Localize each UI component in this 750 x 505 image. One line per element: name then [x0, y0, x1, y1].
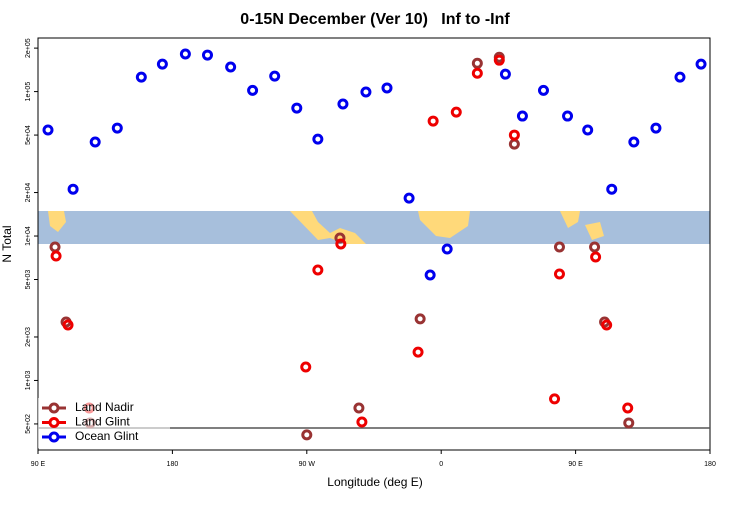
point [247, 84, 259, 96]
point [67, 183, 79, 195]
point [403, 192, 415, 204]
point [49, 241, 61, 253]
point [225, 61, 237, 73]
x-tick-label: 180 [704, 461, 716, 468]
point [549, 393, 561, 405]
marks [42, 48, 707, 441]
point [537, 84, 549, 96]
point [516, 110, 528, 122]
point [650, 122, 662, 134]
point [300, 361, 312, 373]
y-tick-label: 1e+03 [25, 371, 32, 391]
point [201, 49, 213, 61]
point [493, 54, 505, 66]
map-strip [38, 211, 710, 244]
point [42, 124, 54, 136]
x-tick-label: 180 [167, 461, 179, 468]
point [623, 417, 635, 429]
point [360, 86, 372, 98]
x-tick-label: 0 [439, 461, 443, 468]
legend-label: Ocean Glint [75, 429, 139, 443]
point [156, 58, 168, 70]
chart-title: 0-15N December (Ver 10) Inf to -Inf [240, 11, 510, 28]
point [135, 71, 147, 83]
y-tick-label: 1e+04 [25, 226, 32, 246]
x-tick-label: 90 W [299, 461, 316, 468]
point [450, 106, 462, 118]
point [589, 241, 601, 253]
point [334, 232, 346, 244]
legend-marker [48, 431, 60, 443]
legend-label: Land Nadir [75, 400, 134, 414]
point [50, 250, 62, 262]
x-tick-label: 90 E [568, 461, 583, 468]
point [695, 58, 707, 70]
y-axis-label: N Total [0, 225, 14, 262]
point [601, 319, 613, 331]
plot-frame [37, 37, 711, 451]
point [427, 115, 439, 127]
point [622, 402, 634, 414]
legend-marker [48, 402, 60, 414]
point [62, 319, 74, 331]
point [269, 70, 281, 82]
point [582, 124, 594, 136]
point [628, 136, 640, 148]
x-axis-label: Longitude (deg E) [327, 475, 422, 489]
point [312, 264, 324, 276]
point [381, 82, 393, 94]
point [471, 67, 483, 79]
point [424, 269, 436, 281]
y-tick-label: 2e+05 [25, 38, 32, 58]
point [508, 129, 520, 141]
legend-marker [48, 417, 60, 428]
point [356, 416, 368, 428]
point [606, 183, 618, 195]
x-tick-label: 90 E [31, 461, 46, 468]
point [337, 98, 349, 110]
y-tick-label: 2e+04 [25, 183, 32, 203]
point [553, 268, 565, 280]
point [414, 313, 426, 325]
point [353, 402, 365, 414]
point [674, 71, 686, 83]
point [291, 102, 303, 114]
point [89, 136, 101, 148]
legend-label: Land Glint [75, 415, 130, 429]
y-tick-label: 5e+02 [25, 414, 32, 434]
point [179, 48, 191, 60]
y-tick-label: 1e+05 [25, 82, 32, 102]
point [471, 57, 483, 69]
y-tick-label: 5e+04 [25, 125, 32, 145]
y-tick-label: 5e+03 [25, 270, 32, 290]
point [312, 133, 324, 145]
point [553, 241, 565, 253]
point [508, 138, 520, 150]
y-tick-label: 2e+03 [25, 327, 32, 347]
point [301, 429, 313, 441]
point [590, 251, 602, 263]
point [441, 243, 453, 255]
point [335, 238, 347, 250]
point [499, 68, 511, 80]
point [412, 346, 424, 358]
point [562, 110, 574, 122]
point [111, 122, 123, 134]
